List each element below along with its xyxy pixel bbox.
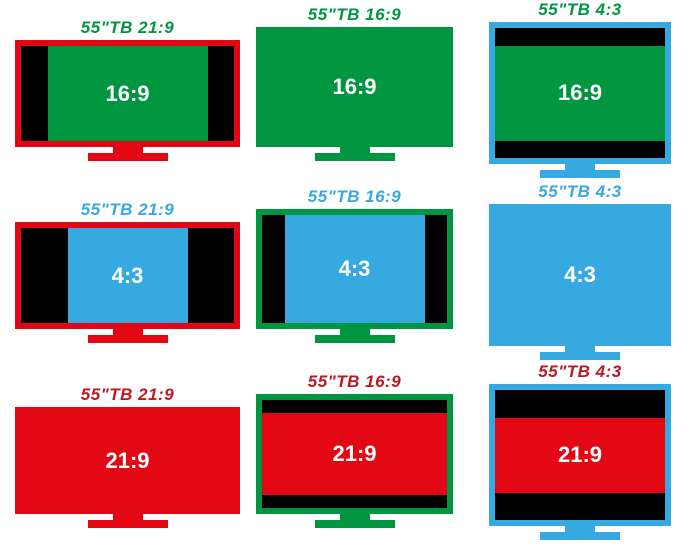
tv-unit: 16:9 — [489, 22, 671, 178]
aspect-content: 4:3 — [68, 228, 188, 323]
tv-stand — [15, 147, 240, 161]
tv-stand — [256, 329, 453, 343]
aspect-content: 21:9 — [262, 413, 447, 495]
tv-cell-r1c3: 55"TB 4:3 16:9 — [480, 0, 680, 178]
tv-frame: 16:9 — [15, 40, 240, 147]
tv-unit: 4:3 — [256, 209, 453, 343]
tv-stand-base — [88, 335, 168, 343]
tv-cell-r2c3: 55"TB 4:3 4:3 — [480, 182, 680, 360]
tv-cell-r3c2: 55"TB 16:9 21:9 — [252, 372, 457, 528]
tv-stand-base — [315, 520, 395, 528]
tv-frame: 21:9 — [256, 394, 453, 514]
tv-unit: 4:3 — [15, 222, 240, 343]
tv-stand-base — [540, 352, 620, 360]
tv-cell-r2c2: 55"TB 16:9 4:3 — [252, 187, 457, 343]
tv-stand-base — [540, 170, 620, 178]
tv-title: 55"TB 21:9 — [15, 385, 240, 405]
tv-stand-base — [315, 335, 395, 343]
tv-title: 55"TB 21:9 — [15, 18, 240, 38]
tv-frame: 21:9 — [489, 384, 671, 526]
tv-stand — [15, 329, 240, 343]
tv-frame: 16:9 — [489, 22, 671, 164]
tv-stand — [256, 147, 453, 161]
tv-title: 55"TB 4:3 — [480, 0, 680, 20]
tv-unit: 21:9 — [489, 384, 671, 540]
aspect-content: 16:9 — [48, 46, 208, 141]
tv-title: 55"TB 4:3 — [480, 182, 680, 202]
tv-cell-r3c3: 55"TB 4:3 21:9 — [480, 362, 680, 540]
tv-stand-base — [540, 532, 620, 540]
tv-frame: 4:3 — [15, 222, 240, 329]
tv-title: 55"TB 21:9 — [15, 200, 240, 220]
tv-title: 55"TB 16:9 — [252, 372, 457, 392]
tv-cell-r3c1: 55"TB 21:9 21:9 — [15, 385, 240, 528]
tv-stand — [15, 514, 240, 528]
aspect-content: 21:9 — [21, 413, 234, 508]
tv-cell-r2c1: 55"TB 21:9 4:3 — [15, 200, 240, 343]
tv-unit: 21:9 — [15, 407, 240, 528]
tv-frame: 21:9 — [15, 407, 240, 514]
tv-title: 55"TB 16:9 — [252, 187, 457, 207]
tv-cell-r1c1: 55"TB 21:9 16:9 — [15, 18, 240, 161]
tv-unit: 4:3 — [489, 204, 671, 360]
aspect-content: 16:9 — [495, 46, 665, 141]
tv-frame: 4:3 — [489, 204, 671, 346]
tv-title: 55"TB 16:9 — [252, 5, 457, 25]
aspect-content: 4:3 — [495, 210, 665, 340]
aspect-content: 21:9 — [495, 418, 665, 493]
aspect-content: 4:3 — [285, 215, 425, 323]
tv-stand-base — [88, 153, 168, 161]
tv-stand — [489, 346, 671, 360]
tv-frame: 16:9 — [256, 27, 453, 147]
tv-unit: 16:9 — [15, 40, 240, 161]
tv-unit: 16:9 — [256, 27, 453, 161]
tv-unit: 21:9 — [256, 394, 453, 528]
tv-stand — [489, 164, 671, 178]
tv-title: 55"TB 4:3 — [480, 362, 680, 382]
tv-cell-r1c2: 55"TB 16:9 16:9 — [252, 5, 457, 161]
aspect-content: 16:9 — [262, 33, 447, 141]
tv-stand — [256, 514, 453, 528]
tv-stand — [489, 526, 671, 540]
tv-stand-base — [88, 520, 168, 528]
tv-stand-base — [315, 153, 395, 161]
tv-frame: 4:3 — [256, 209, 453, 329]
